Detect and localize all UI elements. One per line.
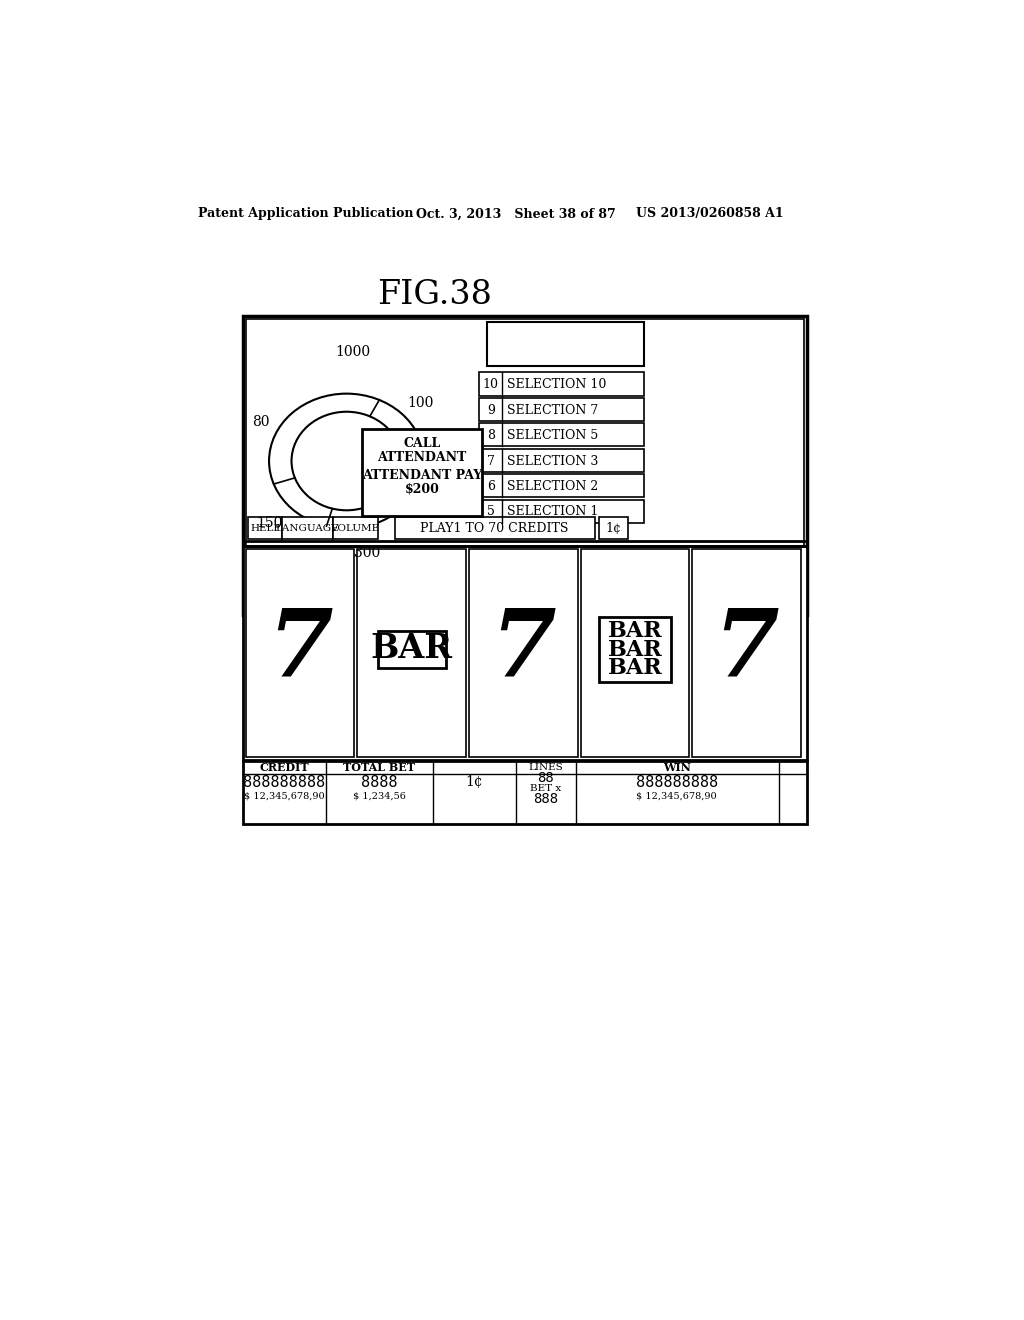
Text: 8: 8 xyxy=(486,429,495,442)
Text: $ 12,345,678,90: $ 12,345,678,90 xyxy=(245,792,325,800)
Text: 5: 5 xyxy=(486,506,495,519)
Bar xyxy=(479,499,644,523)
Text: 100: 100 xyxy=(408,396,434,411)
Text: Patent Application Publication: Patent Application Publication xyxy=(198,207,414,220)
Text: WIN: WIN xyxy=(663,762,690,774)
Text: 7: 7 xyxy=(267,605,333,694)
Text: 888888888: 888888888 xyxy=(636,775,718,789)
Text: 7: 7 xyxy=(490,605,556,694)
Text: 888888888: 888888888 xyxy=(244,775,326,789)
Text: 1¢: 1¢ xyxy=(466,775,483,789)
Bar xyxy=(394,517,595,539)
Text: 6: 6 xyxy=(486,480,495,492)
Bar xyxy=(469,549,578,756)
Bar xyxy=(581,549,689,756)
Text: HELP: HELP xyxy=(250,524,281,533)
Bar xyxy=(243,762,807,825)
Text: SELECTION 1: SELECTION 1 xyxy=(507,506,598,519)
Text: BAR: BAR xyxy=(607,639,663,661)
Text: 10: 10 xyxy=(482,379,499,391)
Bar xyxy=(692,549,801,756)
Text: Oct. 3, 2013   Sheet 38 of 87: Oct. 3, 2013 Sheet 38 of 87 xyxy=(417,207,616,220)
Text: ATTENDANT: ATTENDANT xyxy=(378,450,467,463)
Bar xyxy=(479,474,644,498)
Text: 88: 88 xyxy=(538,771,554,785)
Ellipse shape xyxy=(269,393,424,528)
Text: 1¢: 1¢ xyxy=(605,523,622,536)
Bar xyxy=(599,618,671,682)
Bar xyxy=(486,322,644,367)
Text: CALL: CALL xyxy=(403,437,440,450)
Bar xyxy=(243,317,807,615)
Text: BET x: BET x xyxy=(530,784,561,793)
Text: PLAY1 TO 70 CREDITS: PLAY1 TO 70 CREDITS xyxy=(421,523,568,536)
Bar xyxy=(283,517,333,539)
Text: US 2013/0260858 A1: US 2013/0260858 A1 xyxy=(636,207,783,220)
Text: 9: 9 xyxy=(486,404,495,417)
Bar xyxy=(243,545,807,760)
Bar xyxy=(246,549,354,756)
Text: TOTAL BET: TOTAL BET xyxy=(343,762,415,774)
Text: $200: $200 xyxy=(404,483,439,496)
Text: VOLUME: VOLUME xyxy=(331,524,380,533)
Bar xyxy=(333,517,378,539)
Text: BAR: BAR xyxy=(371,632,453,665)
Text: CREDIT: CREDIT xyxy=(260,762,309,774)
Bar xyxy=(248,517,283,539)
Text: LINES: LINES xyxy=(528,763,563,772)
Text: $ 12,345,678,90: $ 12,345,678,90 xyxy=(636,792,717,800)
Text: BAR: BAR xyxy=(607,657,663,680)
Text: FIG.38: FIG.38 xyxy=(377,280,492,312)
Bar xyxy=(357,549,466,756)
Text: SELECTION 2: SELECTION 2 xyxy=(507,480,598,492)
Text: SELECTION 10: SELECTION 10 xyxy=(507,379,606,391)
Bar xyxy=(362,429,482,516)
Bar xyxy=(479,449,644,471)
Bar xyxy=(246,319,804,612)
Text: SELECTION 7: SELECTION 7 xyxy=(507,404,598,417)
Text: 888: 888 xyxy=(534,792,558,807)
Text: $ 1,234,56: $ 1,234,56 xyxy=(352,792,406,800)
Bar xyxy=(378,631,445,668)
Text: SELECTION 5: SELECTION 5 xyxy=(507,429,598,442)
Bar xyxy=(479,424,644,446)
Text: 8888: 8888 xyxy=(360,775,397,789)
Text: ATTENDANT PAY: ATTENDANT PAY xyxy=(361,469,482,482)
Text: SELECTION 3: SELECTION 3 xyxy=(507,454,598,467)
Text: 7: 7 xyxy=(486,454,495,467)
Text: 150: 150 xyxy=(257,516,283,529)
Ellipse shape xyxy=(292,412,401,511)
Text: 1000: 1000 xyxy=(335,346,371,359)
Text: BAR: BAR xyxy=(607,620,663,643)
Bar xyxy=(479,397,644,421)
Text: 80: 80 xyxy=(253,414,270,429)
Bar xyxy=(599,517,628,539)
Text: LANGUAGE: LANGUAGE xyxy=(275,524,339,533)
Bar xyxy=(479,372,644,396)
Text: 300: 300 xyxy=(353,546,380,561)
Text: 7: 7 xyxy=(714,605,779,694)
